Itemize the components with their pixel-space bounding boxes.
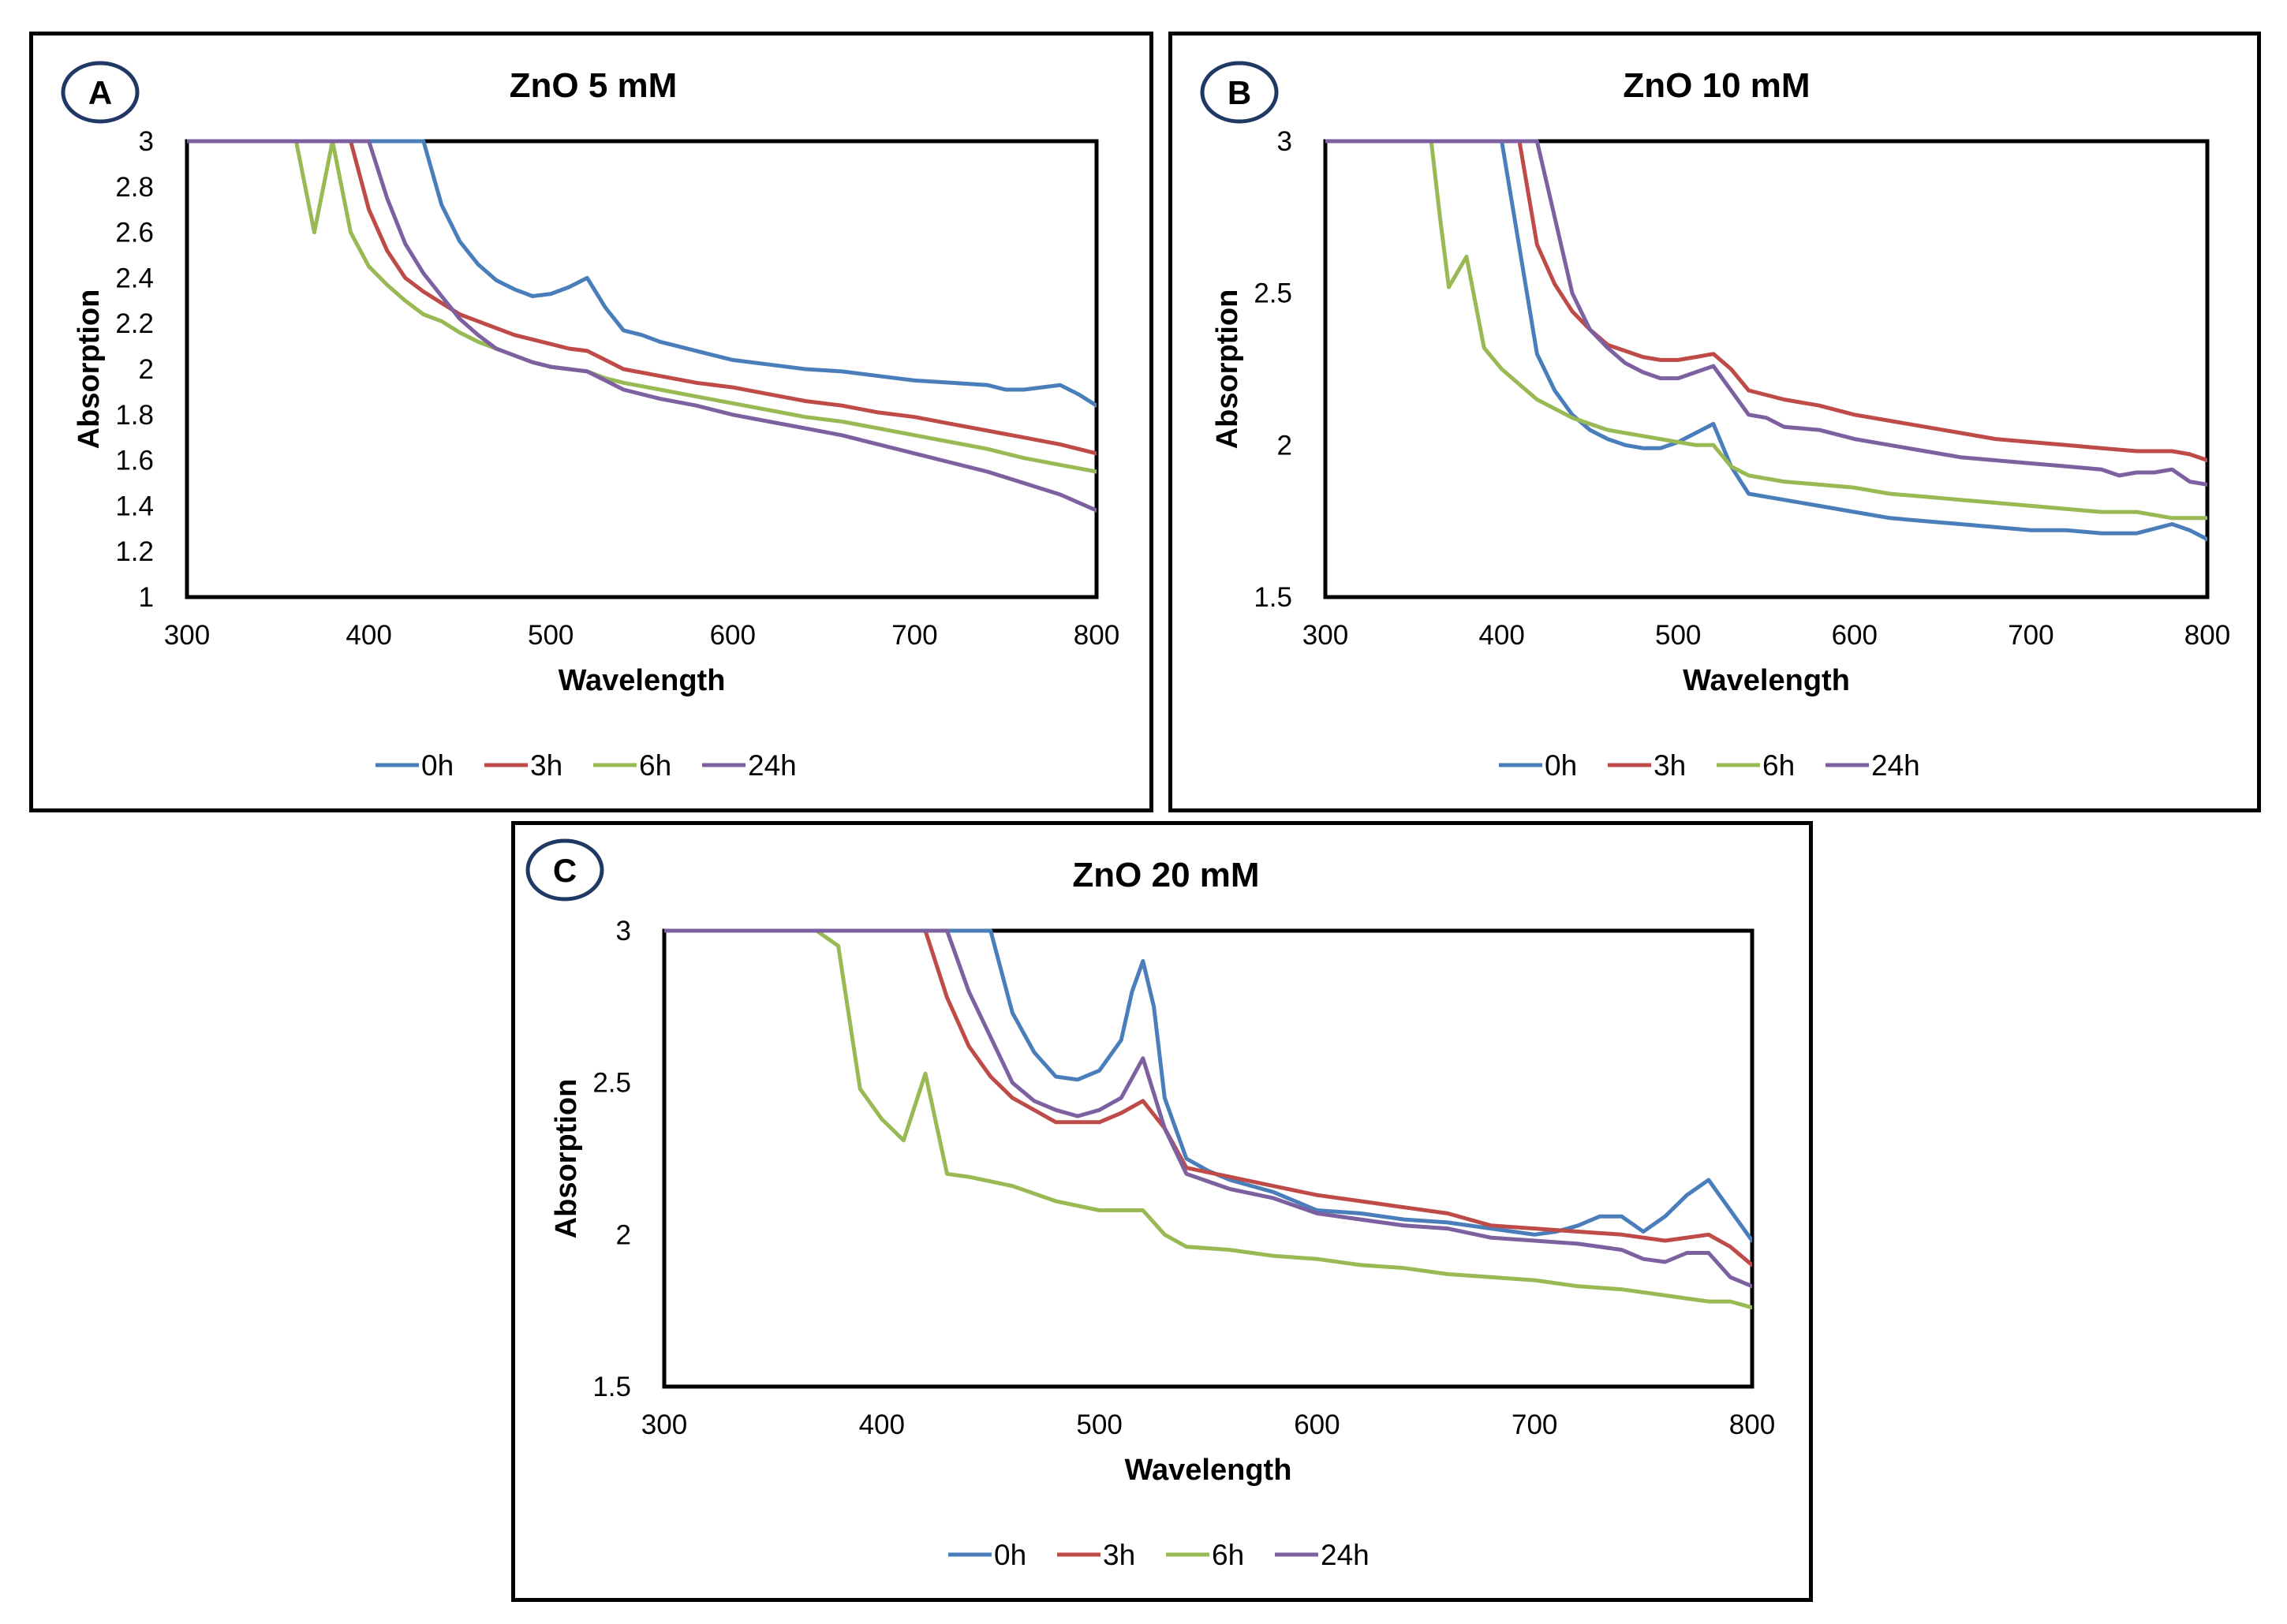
x-axis-title-c: Wavelength bbox=[1125, 1454, 1292, 1487]
x-tick-label: 400 bbox=[859, 1409, 905, 1440]
x-tick-label: 300 bbox=[164, 620, 210, 651]
x-tick-label: 600 bbox=[1294, 1409, 1340, 1440]
series-line-24h bbox=[187, 139, 1097, 513]
x-tick-label: 700 bbox=[891, 620, 937, 651]
series-line-3h bbox=[1325, 139, 2207, 463]
chart-title-c: ZnO 20 mM bbox=[1072, 856, 1259, 894]
chart-title-a: ZnO 5 mM bbox=[510, 66, 678, 105]
legend-label-0h: 0h bbox=[1545, 749, 1577, 782]
y-tick-label: 2 bbox=[1277, 430, 1292, 461]
y-tick-label: 2.6 bbox=[115, 218, 154, 248]
legend-label-0h: 0h bbox=[994, 1539, 1026, 1571]
x-tick-label: 500 bbox=[1076, 1409, 1122, 1440]
series-group-c bbox=[664, 928, 1752, 1310]
series-line-0h bbox=[1325, 139, 2207, 542]
x-tick-label: 500 bbox=[1655, 620, 1701, 651]
x-tick-label: 600 bbox=[710, 620, 756, 651]
panel-badge-label-b: B bbox=[1228, 74, 1251, 111]
x-axis-title-a: Wavelength bbox=[559, 664, 726, 697]
legend-label-6h: 6h bbox=[1212, 1539, 1244, 1571]
chart-panel-c: C ZnO 20 mM 1.5 2 2.5 3 300 400 500 600 700 800 Wave… bbox=[511, 821, 1813, 1602]
legend-label-24h: 24h bbox=[1871, 749, 1920, 782]
series-group-b bbox=[1325, 139, 2207, 542]
x-tick-label: 800 bbox=[1074, 620, 1119, 651]
series-line-6h bbox=[664, 928, 1752, 1310]
x-tick-label: 300 bbox=[1302, 620, 1348, 651]
x-tick-label: 300 bbox=[641, 1409, 687, 1440]
x-tick-label: 800 bbox=[2184, 620, 2230, 651]
x-tick-label: 400 bbox=[1478, 620, 1524, 651]
legend-label-24h: 24h bbox=[748, 749, 797, 782]
series-group-a bbox=[187, 139, 1097, 513]
series-line-24h bbox=[664, 928, 1752, 1289]
y-tick-label: 2.8 bbox=[115, 172, 154, 203]
y-tick-label: 1.8 bbox=[115, 400, 154, 431]
chart-panel-b: B ZnO 10 mM 1.5 2 2.5 3 300 400 500 600 700 800 Wave… bbox=[1168, 32, 2261, 812]
legend-label-3h: 3h bbox=[1103, 1539, 1135, 1571]
plot-area-a bbox=[185, 139, 1099, 599]
series-line-0h bbox=[187, 139, 1097, 408]
chart-panel-a: A ZnO 5 mM 1 1.2 1.4 1.6 1.8 2 2.2 2.4 2.6 2.8 3 300 4… bbox=[29, 32, 1153, 812]
chart-title-b: ZnO 10 mM bbox=[1623, 66, 1810, 105]
y-tick-label: 2.5 bbox=[1254, 278, 1292, 309]
x-tick-label: 400 bbox=[346, 620, 391, 651]
y-tick-label: 2.5 bbox=[592, 1068, 631, 1099]
y-tick-label: 2 bbox=[616, 1219, 631, 1250]
panel-badge-b bbox=[1200, 61, 1279, 124]
chart-svg-c: C ZnO 20 mM 1.5 2 2.5 3 300 400 500 600 700 800 Wave… bbox=[525, 838, 1775, 1571]
legend-label-6h: 6h bbox=[639, 749, 671, 782]
y-tick-label: 3 bbox=[139, 126, 154, 157]
series-line-3h bbox=[664, 928, 1752, 1267]
x-tick-label: 700 bbox=[2008, 620, 2053, 651]
panel-badge-c bbox=[525, 838, 604, 902]
y-axis-title-a: Absorption bbox=[73, 289, 106, 450]
series-line-0h bbox=[664, 928, 1752, 1243]
chart-svg-b: B ZnO 10 mM 1.5 2 2.5 3 300 400 500 600 700 800 Wave… bbox=[1200, 61, 2230, 782]
y-tick-label: 1.6 bbox=[115, 446, 154, 476]
series-line-3h bbox=[187, 139, 1097, 456]
x-tick-label: 800 bbox=[1729, 1409, 1775, 1440]
y-tick-label: 2 bbox=[139, 354, 154, 385]
y-tick-label: 1.5 bbox=[592, 1372, 631, 1402]
legend-label-24h: 24h bbox=[1321, 1539, 1370, 1571]
y-tick-label: 2.4 bbox=[115, 263, 154, 293]
y-tick-label: 1 bbox=[139, 582, 154, 613]
legend-label-6h: 6h bbox=[1762, 749, 1795, 782]
plot-area-b bbox=[1323, 139, 2210, 599]
series-line-24h bbox=[1325, 139, 2207, 487]
plot-area-c bbox=[662, 928, 1754, 1389]
panel-badge-label-c: C bbox=[553, 852, 577, 889]
y-tick-label: 2.2 bbox=[115, 308, 154, 339]
legend-label-3h: 3h bbox=[530, 749, 562, 782]
chart-svg-a: A ZnO 5 mM 1 1.2 1.4 1.6 1.8 2 2.2 2.4 2.6 2.8 3 300 4… bbox=[61, 61, 1119, 782]
y-axis-title-c: Absorption bbox=[550, 1079, 583, 1239]
y-tick-label: 1.4 bbox=[115, 491, 154, 521]
y-tick-label: 3 bbox=[1277, 126, 1292, 157]
x-tick-label: 700 bbox=[1512, 1409, 1557, 1440]
legend-label-0h: 0h bbox=[421, 749, 454, 782]
series-line-6h bbox=[1325, 139, 2207, 521]
legend-label-3h: 3h bbox=[1654, 749, 1686, 782]
y-axis-title-b: Absorption bbox=[1211, 289, 1244, 450]
y-tick-label: 1.2 bbox=[115, 536, 154, 567]
y-tick-label: 3 bbox=[616, 916, 631, 946]
panel-badge-a bbox=[61, 61, 140, 124]
panel-badge-label-a: A bbox=[88, 74, 112, 111]
x-tick-label: 500 bbox=[528, 620, 574, 651]
x-axis-title-b: Wavelength bbox=[1683, 664, 1850, 697]
x-tick-label: 600 bbox=[1832, 620, 1878, 651]
y-tick-label: 1.5 bbox=[1254, 582, 1292, 613]
